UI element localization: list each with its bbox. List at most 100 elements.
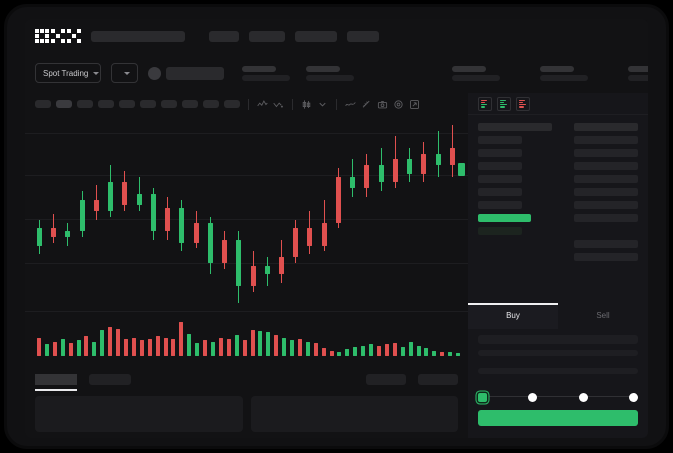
pair-select[interactable] (111, 63, 138, 83)
timeframe-button[interactable] (161, 100, 177, 108)
orderbook-view-mode-group (468, 93, 648, 115)
bottom-panels (25, 392, 468, 438)
orderbook-row[interactable] (574, 214, 638, 222)
slider-step-2[interactable] (528, 392, 538, 402)
orderbook-view-both[interactable] (478, 96, 492, 111)
order-total-field[interactable] (478, 367, 638, 374)
header-nav (91, 30, 379, 42)
volume-bar (37, 337, 41, 356)
timeframe-button[interactable] (140, 100, 156, 108)
timeframe-button[interactable] (203, 100, 219, 108)
coin-avatar-icon (148, 66, 161, 80)
orderbook-row-highlighted[interactable] (478, 214, 532, 222)
slider-step-4[interactable] (628, 392, 638, 402)
candlestick-series (37, 119, 464, 309)
chart-gridline (25, 311, 468, 312)
orderbook-row[interactable] (574, 240, 638, 248)
orderbook-rows[interactable] (468, 115, 648, 297)
price-chart[interactable] (25, 115, 468, 366)
timeframe-button[interactable] (224, 100, 240, 108)
timeframe-button[interactable] (119, 100, 135, 108)
chart-footer-action-2[interactable] (418, 373, 458, 385)
amount-percent-slider[interactable] (478, 390, 638, 404)
timeframe-button[interactable] (98, 100, 114, 108)
stat-label (242, 65, 276, 72)
timeframe-button[interactable] (77, 100, 93, 108)
orderbook-row[interactable] (574, 188, 638, 196)
nav-item-2[interactable] (249, 30, 285, 42)
orderbook-view-asks[interactable] (516, 96, 530, 111)
slider-step-3[interactable] (578, 392, 588, 402)
chart-footer-action-1[interactable] (366, 373, 406, 385)
market-type-select[interactable]: Spot Trading (35, 63, 101, 83)
volume-bar (353, 346, 358, 356)
nav-search-field[interactable] (91, 30, 185, 42)
chevron-down-icon[interactable] (317, 99, 328, 110)
indicator-icon[interactable] (257, 99, 268, 110)
settings-gear-icon[interactable] (393, 99, 404, 110)
submit-order-button[interactable] (478, 410, 638, 426)
volume-bar (400, 346, 405, 356)
orderbook-panel: Buy Sell (468, 93, 648, 438)
volume-bar (392, 342, 397, 356)
orderbook-row[interactable] (478, 149, 523, 157)
camera-icon[interactable] (377, 99, 388, 110)
nav-item-4[interactable] (347, 30, 379, 42)
volume-bar (290, 340, 295, 356)
chart-footer-tab-active[interactable] (35, 373, 77, 391)
orderbook-row[interactable] (478, 136, 523, 144)
tab-buy[interactable]: Buy (468, 303, 558, 329)
nav-item-3[interactable] (295, 30, 337, 42)
okx-logo-icon[interactable] (35, 29, 81, 43)
volume-bar (52, 341, 57, 356)
app-header (25, 19, 648, 53)
volume-bar (44, 344, 49, 356)
timeframe-button[interactable] (35, 100, 51, 108)
timeframe-button-selected[interactable] (56, 100, 72, 108)
orderbook-row[interactable] (478, 201, 523, 209)
orderbook-row[interactable] (574, 201, 638, 209)
chart-gridlines (25, 115, 468, 366)
orderbook-row[interactable] (478, 175, 523, 183)
fullscreen-icon[interactable] (409, 99, 420, 110)
slider-handle-active[interactable] (478, 392, 487, 402)
order-amount-field[interactable] (478, 349, 638, 356)
orderbook-row[interactable] (478, 227, 523, 235)
ruler-icon[interactable] (361, 99, 372, 110)
order-price-field[interactable] (478, 335, 638, 344)
chart-gridline (25, 175, 468, 176)
orderbook-row[interactable] (574, 136, 638, 144)
volume-bar (242, 340, 247, 356)
stat-value (540, 74, 588, 81)
toolbar-divider (248, 98, 249, 110)
timeframe-button[interactable] (182, 100, 198, 108)
volume-bar (187, 333, 192, 356)
line-chart-icon[interactable] (345, 99, 356, 110)
orderbook-row[interactable] (478, 188, 523, 196)
candlestick-type-icon[interactable] (301, 99, 312, 110)
volume-bar (266, 332, 271, 356)
volume-bar (68, 342, 73, 356)
nav-item-1[interactable] (209, 30, 239, 42)
orderbook-row[interactable] (478, 162, 523, 170)
chart-footer-tab[interactable] (89, 373, 131, 385)
orderbook-row[interactable] (574, 162, 638, 170)
logo-glyph-o (35, 29, 49, 43)
volume-bar (226, 339, 231, 356)
device-bezel: Spot Trading (4, 4, 669, 449)
orderbook-row[interactable] (574, 175, 638, 183)
orderbook-row[interactable] (574, 149, 638, 157)
stat-value (242, 74, 290, 81)
volume-bar (377, 345, 382, 356)
orderbook-view-bids[interactable] (497, 96, 511, 111)
orderbook-row[interactable] (574, 253, 638, 261)
market-subheader: Spot Trading (25, 53, 648, 93)
orderbook-column-header (478, 123, 552, 131)
tab-sell[interactable]: Sell (596, 311, 610, 320)
pair-chip[interactable] (148, 66, 224, 80)
volume-histogram (37, 322, 464, 356)
volume-bar (218, 337, 223, 356)
compare-icon[interactable] (273, 99, 284, 110)
bottom-panel-left[interactable] (35, 396, 243, 432)
bottom-panel-right[interactable] (250, 396, 458, 432)
